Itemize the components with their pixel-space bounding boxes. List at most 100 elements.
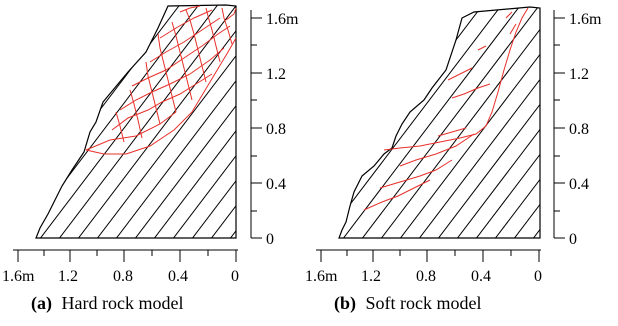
caption-text-b: Soft rock model — [366, 293, 482, 313]
crack-b-7 — [477, 45, 487, 51]
caption-letter-b: (b) — [334, 293, 356, 314]
y-tick-b-2: 0.8 — [569, 121, 589, 138]
y-tick-a-3: 0.4 — [266, 176, 286, 193]
panel-a: 1.6m 1.2 0.8 0.4 0 1.6m 1.2 0.8 0.4 0 (a… — [0, 0, 299, 314]
joint-line-a-20 — [209, 5, 236, 238]
crack-b-5 — [451, 83, 491, 99]
x-tick-b-0: 1.6m — [305, 268, 338, 285]
y-axis-b — [553, 10, 565, 239]
y-tick-b-1: 1.2 — [569, 66, 589, 83]
x-tick-b-2: 0.8 — [416, 268, 436, 285]
joint-line-b-17 — [455, 7, 540, 238]
x-axis-b — [316, 249, 541, 262]
crack-a-16 — [225, 7, 237, 21]
joint-line-a-4 — [36, 5, 97, 238]
slope-outline-b — [338, 6, 541, 239]
y-tick-a-0: 1.6m — [266, 11, 299, 28]
x-tick-b-4: 0 — [534, 268, 542, 285]
y-tick-a-4: 0 — [266, 231, 274, 248]
joint-line-a-11 — [38, 5, 230, 238]
joint-line-b-21 — [531, 7, 540, 238]
joint-line-b-6 — [339, 7, 438, 238]
crack-a-2 — [111, 73, 213, 131]
crack-a-14 — [221, 7, 233, 45]
joint-line-a-21 — [228, 5, 236, 238]
crack-network-b — [363, 7, 529, 211]
x-tick-b-3: 0.4 — [471, 268, 491, 285]
caption-text-a: Hard rock model — [62, 293, 184, 313]
joint-lines-a — [0, 0, 236, 240]
caption-letter-a: (a) — [31, 293, 52, 314]
joint-line-a-8 — [36, 5, 173, 238]
crack-b-8 — [509, 23, 517, 35]
crack-a-3 — [119, 47, 225, 111]
x-tick-a-1: 1.2 — [58, 268, 78, 285]
x-axis-a — [13, 249, 238, 262]
joint-line-a-6 — [36, 5, 135, 238]
crack-b-4 — [437, 127, 467, 137]
y-tick-b-0: 1.6m — [569, 11, 602, 28]
y-tick-a-2: 0.8 — [266, 121, 286, 138]
joint-line-b-8 — [339, 7, 476, 238]
x-tick-a-0: 1.6m — [2, 268, 35, 285]
crack-b-9 — [505, 11, 513, 19]
joint-line-a-16 — [133, 5, 236, 238]
joint-line-a-3 — [36, 5, 78, 238]
joint-line-b-14 — [398, 7, 540, 238]
crack-a-6 — [159, 9, 213, 39]
joint-line-a-5 — [36, 5, 116, 238]
crack-a-11 — [171, 21, 193, 101]
y-axis-a — [250, 10, 262, 239]
joint-line-b-10 — [339, 7, 514, 238]
y-tick-b-3: 0.4 — [569, 176, 589, 193]
failure-surface-b — [383, 7, 529, 151]
joint-line-a-19 — [190, 5, 236, 238]
crack-a-9 — [145, 61, 161, 125]
x-tick-a-4: 0 — [231, 268, 239, 285]
joint-line-b-12 — [360, 7, 540, 238]
crack-a-7 — [115, 111, 125, 143]
joint-line-a-15 — [114, 5, 236, 238]
joint-line-a-17 — [152, 5, 236, 238]
joint-line-b-9 — [339, 7, 495, 238]
crack-b-6 — [447, 67, 473, 81]
crack-b-1 — [399, 133, 475, 167]
joint-line-b-13 — [379, 7, 540, 238]
joint-line-a-18 — [171, 5, 236, 238]
joint-line-a-12 — [57, 5, 236, 238]
crack-network-a — [85, 5, 237, 155]
joint-line-b-5 — [339, 7, 419, 238]
joint-line-b-15 — [417, 7, 540, 238]
crack-b-3 — [363, 179, 431, 211]
x-tick-a-2: 0.8 — [113, 268, 133, 285]
x-tick-a-3: 0.4 — [168, 268, 188, 285]
caption-a: (a) Hard rock model — [31, 293, 183, 314]
joint-line-b-7 — [339, 7, 457, 238]
crack-a-15 — [179, 5, 201, 13]
crack-a-13 — [205, 7, 221, 63]
y-tick-a-1: 1.2 — [266, 66, 286, 83]
joint-line-b-19 — [493, 7, 540, 238]
joint-line-b-4 — [339, 7, 400, 238]
joint-line-a-0 — [0, 0, 20, 240]
joint-line-b-16 — [436, 7, 540, 238]
joint-line-a-1 — [36, 5, 40, 238]
crack-b-2 — [379, 159, 453, 189]
joint-line-b-18 — [474, 7, 540, 238]
joint-line-b-11 — [341, 7, 533, 238]
crack-a-12 — [185, 9, 207, 83]
joint-line-a-14 — [95, 5, 236, 238]
crack-a-1 — [85, 111, 177, 151]
crack-a-5 — [149, 17, 221, 63]
crack-a-8 — [129, 89, 143, 139]
joint-line-a-13 — [76, 5, 236, 238]
x-tick-b-1: 1.2 — [361, 268, 381, 285]
failure-surface-a — [85, 37, 237, 155]
crack-a-10 — [157, 33, 177, 113]
slope-outline-a — [35, 4, 237, 239]
joint-line-a-2 — [36, 5, 59, 238]
joint-line-a-10 — [36, 5, 211, 238]
caption-b: (b) Soft rock model — [334, 293, 481, 314]
panel-b: 1.6m 1.2 0.8 0.4 0 1.6m 1.2 0.8 0.4 0 (b… — [305, 6, 602, 314]
